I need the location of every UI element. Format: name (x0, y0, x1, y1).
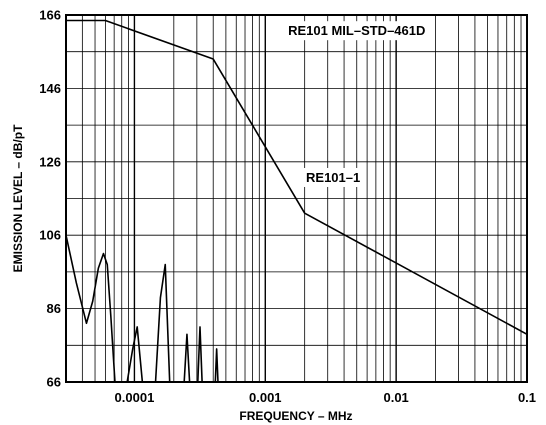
x-tick-label: 0.01 (383, 390, 408, 405)
annotation-background (302, 167, 365, 187)
annotation-label: RE101–1 (306, 170, 360, 185)
y-tick-label: 106 (39, 228, 61, 243)
annotations: RE101 MIL–STD–461D RE101–1 (284, 21, 430, 187)
y-tick-label: 86 (47, 301, 61, 316)
y-axis-ticks: 66 86 106 126 146 166 (39, 8, 61, 390)
series-group (65, 19, 528, 383)
y-axis-title: EMISSION LEVEL – dB/pT (11, 124, 25, 272)
series-line-re101-limit (66, 19, 528, 335)
x-axis-title: FREQUENCY – MHz (239, 409, 352, 423)
grid (65, 14, 528, 383)
y-tick-label: 126 (39, 154, 61, 169)
plot-frame (65, 14, 528, 383)
y-tick-label: 166 (39, 8, 61, 23)
x-tick-label: 0.1 (518, 390, 536, 405)
x-tick-label: 0.001 (249, 390, 282, 405)
x-tick-label: 0.0001 (115, 390, 155, 405)
annotation-background (284, 21, 430, 41)
y-tick-label: 66 (47, 375, 61, 390)
annotation-label: RE101 MIL–STD–461D (288, 23, 425, 38)
x-axis-ticks: 0.0001 0.001 0.01 0.1 (115, 390, 536, 405)
y-tick-label: 146 (39, 81, 61, 96)
